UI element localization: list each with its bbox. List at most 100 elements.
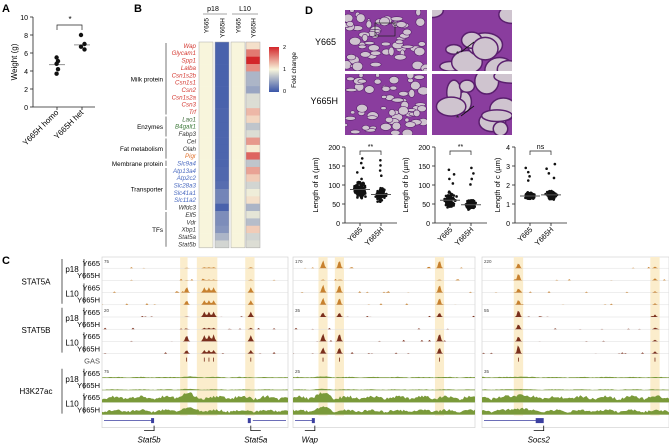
data-point <box>470 177 474 181</box>
data-point <box>360 196 364 200</box>
data-point <box>553 162 557 166</box>
heatmap-cell <box>246 166 260 175</box>
signal-track <box>102 300 288 305</box>
data-point <box>55 67 61 72</box>
highlight-region <box>245 257 255 416</box>
lumen <box>356 13 366 23</box>
stage-label: L10 <box>65 338 79 347</box>
lumen <box>390 129 401 135</box>
lumen <box>404 117 410 123</box>
genotype-label: Y665H <box>77 320 100 329</box>
genotype-label: Y665H <box>77 344 100 353</box>
tss-arrow-icon <box>250 425 261 431</box>
heatmap-cell <box>246 152 260 160</box>
y-tick-label: 0 <box>506 221 510 228</box>
data-point <box>470 166 473 170</box>
heatmap-cell <box>199 71 213 80</box>
data-point <box>359 161 363 165</box>
colorbar-tick-label: 0 <box>283 89 286 95</box>
lumen <box>359 51 371 58</box>
signal-track <box>293 284 475 293</box>
lumen <box>364 41 375 45</box>
data-point <box>448 177 451 181</box>
heatmap-cell <box>199 115 213 124</box>
gene-label: Csn1s1 <box>175 80 196 87</box>
data-point <box>375 195 378 198</box>
colorbar <box>269 47 279 92</box>
data-point <box>547 196 551 200</box>
y-tick-label: 100 <box>418 183 430 190</box>
data-point <box>549 190 553 193</box>
heatmap-cell <box>246 93 260 102</box>
track-scale-label: 25 <box>295 369 301 374</box>
data-point <box>448 191 452 194</box>
lumen <box>398 91 409 97</box>
lumen <box>417 86 427 96</box>
data-point <box>381 190 384 194</box>
heatmap-cell <box>246 86 260 94</box>
y-tick-label: 100 <box>328 183 340 190</box>
group-label: Milk protein <box>131 76 164 83</box>
heatmap-cell <box>199 78 213 87</box>
gene-label: Trf <box>189 109 197 116</box>
heatmap-cell <box>246 233 260 241</box>
heatmap-cell <box>199 181 213 190</box>
data-point <box>452 194 456 197</box>
heatmap-cell <box>231 225 245 234</box>
lumen <box>345 88 358 92</box>
heatmap-cell <box>231 115 245 124</box>
gene-label: Slc28a3 <box>174 183 197 190</box>
heatmap-cell <box>231 64 245 72</box>
data-point <box>356 194 359 198</box>
data-point <box>530 192 533 196</box>
heatmap-cell <box>215 174 229 182</box>
y-tick-label: 150 <box>328 164 340 171</box>
y-tick-label: 4 <box>24 69 28 76</box>
heatmap-cell <box>231 203 245 212</box>
y-tick-label: 4 <box>506 145 510 152</box>
heatmap-cell <box>231 130 245 138</box>
gene-label: Slc11a2 <box>174 197 196 204</box>
heatmap-cell <box>199 56 213 65</box>
lumen <box>458 79 476 93</box>
genotype-label: Y665 <box>82 332 100 341</box>
panel-label-d: D <box>305 5 313 17</box>
signal-track <box>482 324 669 330</box>
highlight-region <box>180 257 188 416</box>
heatmap-cell <box>246 49 260 57</box>
heatmap-cell <box>231 240 245 249</box>
heatmap-cell <box>246 130 260 138</box>
heatmap-cell <box>231 159 245 168</box>
data-point <box>54 71 59 76</box>
gene-exon <box>535 418 544 424</box>
highlight-region <box>196 257 218 416</box>
lumen <box>345 60 352 70</box>
heatmap-cell <box>231 137 245 146</box>
genotype-label: Y665 <box>82 308 100 317</box>
heatmap-cell <box>215 49 229 57</box>
zoom-box <box>374 22 396 37</box>
group-label: TFs <box>152 227 163 234</box>
heatmap-cell <box>215 42 229 50</box>
lumen <box>384 116 394 123</box>
lumen <box>361 34 369 42</box>
lumen <box>345 116 356 121</box>
gene-label: Slc9a4 <box>177 160 196 167</box>
lumen <box>351 61 364 71</box>
heatmap-cell <box>246 115 260 124</box>
data-point <box>379 199 383 202</box>
lumen <box>414 46 426 57</box>
signal-track <box>482 263 669 269</box>
gene-label: Csn2 <box>182 87 197 94</box>
signal-track <box>293 388 475 391</box>
data-point <box>466 199 469 203</box>
lumen <box>349 37 362 46</box>
lumen <box>432 10 445 19</box>
signal-track <box>482 300 669 305</box>
signal-track <box>293 347 475 354</box>
data-point <box>550 197 553 201</box>
data-point <box>379 159 382 162</box>
heatmap-cell <box>231 49 245 57</box>
gene-label: Glycam1 <box>172 50 196 57</box>
